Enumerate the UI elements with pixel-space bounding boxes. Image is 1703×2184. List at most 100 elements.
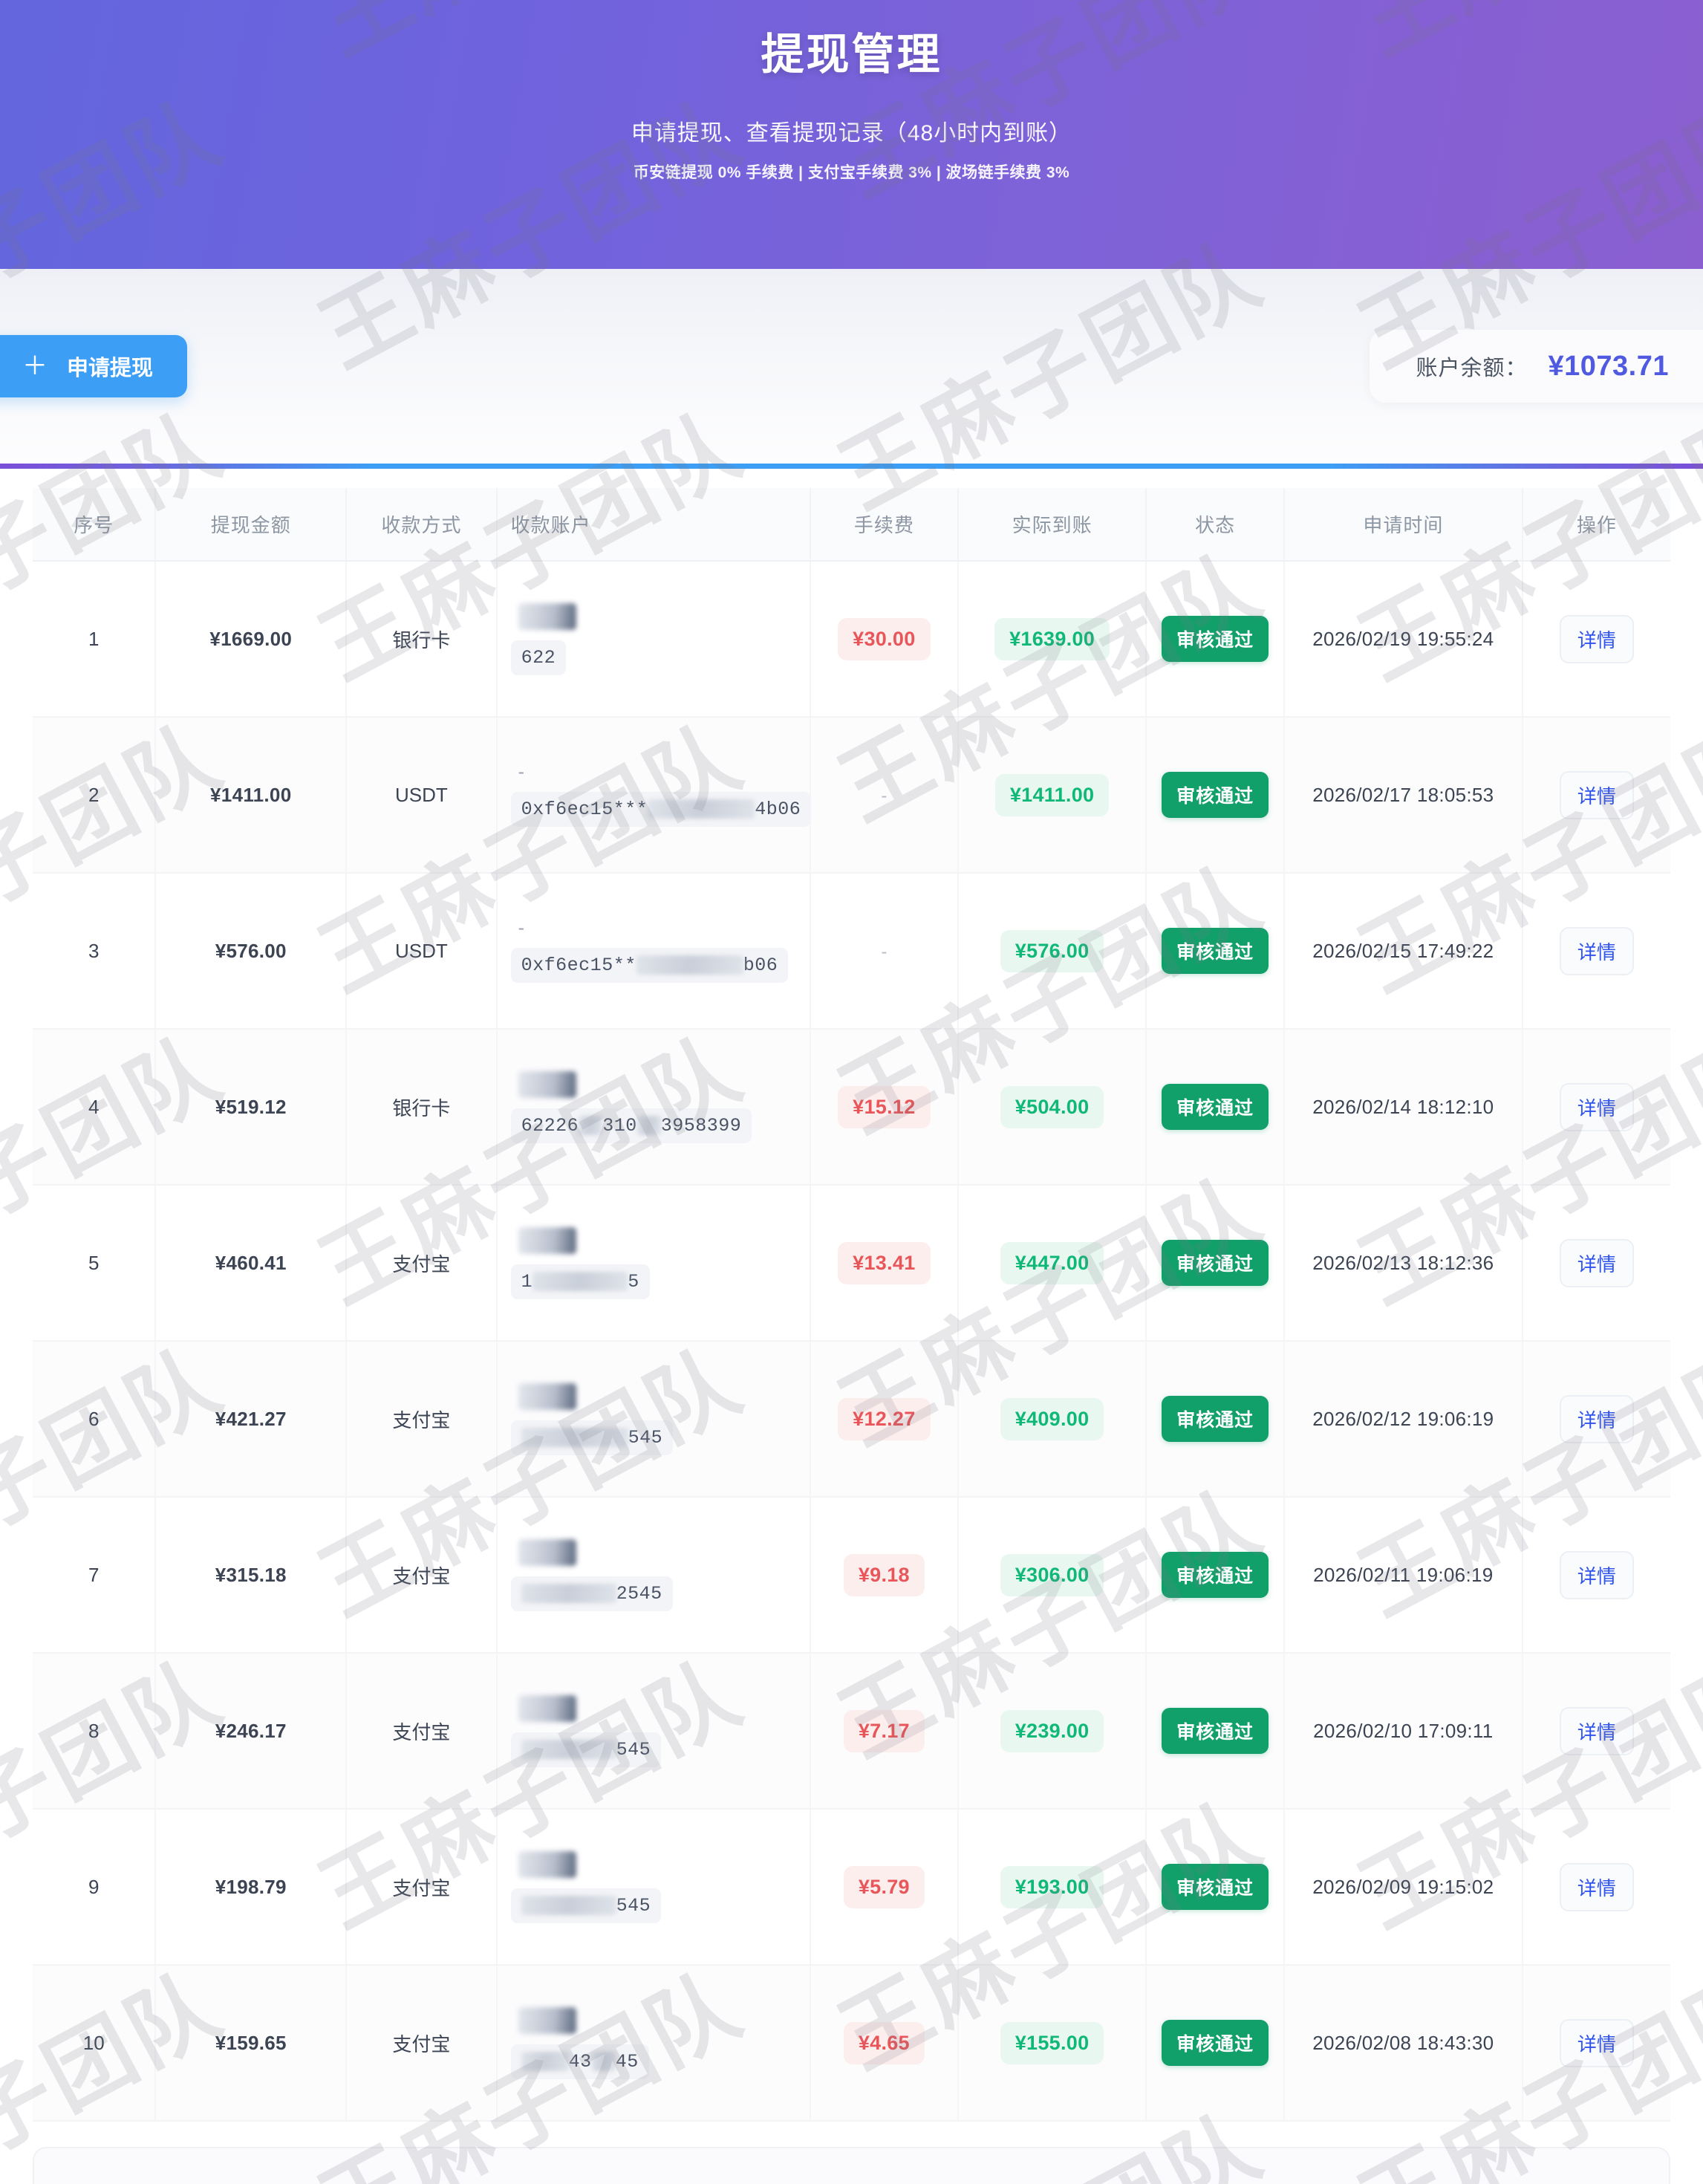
actual-amount-chip: ¥1411.00 bbox=[994, 773, 1110, 816]
cell-amount: ¥246.17 bbox=[155, 1653, 348, 1810]
apply-withdrawal-label: 申请提现 bbox=[67, 357, 154, 380]
detail-button[interactable]: 详情 bbox=[1559, 926, 1634, 975]
detail-button[interactable]: 详情 bbox=[1559, 1550, 1634, 1599]
cell-actual: ¥1411.00 bbox=[957, 717, 1147, 874]
cell-status: 审核通过 bbox=[1146, 717, 1285, 874]
status-badge: 审核通过 bbox=[1162, 928, 1269, 974]
cell-amount: ¥421.27 bbox=[155, 1341, 348, 1498]
apply-withdrawal-button[interactable]: ＋ 申请提现 bbox=[0, 335, 188, 397]
detail-button[interactable]: 详情 bbox=[1559, 614, 1634, 663]
cell-method: 支付宝 bbox=[346, 1809, 498, 1966]
actual-amount-chip: ¥1639.00 bbox=[994, 617, 1110, 660]
cell-account: - 0xf6ec15*** 4b06 bbox=[496, 717, 812, 874]
table-body: 1 ¥1669.00 银行卡 622 ¥30.00 ¥1639.00 审核通过 2026/02… bbox=[33, 561, 1670, 2122]
cell-time: 2026/02/11 19:06:19 bbox=[1283, 1497, 1523, 1654]
cell-method: 支付宝 bbox=[346, 1497, 498, 1654]
cell-action: 详情 bbox=[1522, 1809, 1670, 1966]
cell-method: 支付宝 bbox=[346, 1653, 498, 1810]
fee-chip: ¥5.79 bbox=[843, 1865, 925, 1908]
account-number: 545 bbox=[510, 1732, 662, 1767]
cell-method: 支付宝 bbox=[346, 1185, 498, 1342]
fee-chip: ¥30.00 bbox=[838, 617, 931, 660]
cell-amount: ¥460.41 bbox=[155, 1185, 348, 1342]
detail-button[interactable]: 详情 bbox=[1559, 1394, 1634, 1443]
withdrawal-records-table: 序号 提现金额 收款方式 收款账户 手续费 实际到账 状态 申请时间 操作 1 ¥… bbox=[33, 488, 1670, 2122]
column-header-amount: 提现金额 bbox=[155, 488, 348, 562]
status-badge: 审核通过 bbox=[1162, 2020, 1269, 2066]
cell-account: 545 bbox=[496, 1341, 811, 1498]
account-number: 43 45 bbox=[510, 2044, 649, 2079]
cell-index: 3 bbox=[33, 873, 157, 1030]
detail-button[interactable]: 详情 bbox=[1559, 1238, 1634, 1287]
cell-fee: ¥15.12 bbox=[810, 1029, 959, 1186]
cell-actual: ¥409.00 bbox=[957, 1341, 1147, 1498]
cell-status: 审核通过 bbox=[1146, 1029, 1285, 1186]
status-badge: 审核通过 bbox=[1162, 1708, 1269, 1754]
cell-account: 545 bbox=[496, 1809, 811, 1966]
cell-action: 详情 bbox=[1522, 1029, 1670, 1186]
cell-account: 545 bbox=[496, 1653, 811, 1810]
table-row: 8 ¥246.17 支付宝 545 ¥7.17 ¥239.00 审核通过 2026/02/10… bbox=[33, 1653, 1670, 1810]
account-name: - bbox=[518, 917, 524, 938]
cell-action: 详情 bbox=[1522, 717, 1670, 874]
status-badge: 审核通过 bbox=[1162, 1240, 1269, 1286]
fee-chip: ¥9.18 bbox=[843, 1553, 925, 1596]
account-name-masked bbox=[518, 2006, 576, 2034]
cell-time: 2026/02/10 17:09:11 bbox=[1283, 1653, 1523, 1810]
column-header-time: 申请时间 bbox=[1283, 488, 1523, 562]
cell-status: 审核通过 bbox=[1146, 1653, 1285, 1810]
account-balance-label: 账户余额： bbox=[1416, 357, 1528, 380]
cell-index: 7 bbox=[33, 1497, 157, 1654]
actual-amount-chip: ¥193.00 bbox=[1000, 1865, 1104, 1908]
records-table-container: 序号 提现金额 收款方式 收款账户 手续费 实际到账 状态 申请时间 操作 1 ¥… bbox=[0, 469, 1703, 2122]
cell-actual: ¥155.00 bbox=[957, 1965, 1147, 2122]
cell-method: USDT bbox=[346, 873, 498, 1030]
cell-status: 审核通过 bbox=[1146, 1185, 1285, 1342]
column-header-action: 操作 bbox=[1522, 488, 1670, 562]
detail-button[interactable]: 详情 bbox=[1559, 1082, 1634, 1131]
cell-fee: - bbox=[810, 873, 959, 1030]
cell-time: 2026/02/09 19:15:02 bbox=[1283, 1809, 1523, 1966]
plus-icon: ＋ bbox=[22, 352, 48, 380]
status-badge: 审核通过 bbox=[1162, 1084, 1269, 1130]
account-number: 545 bbox=[510, 1888, 662, 1923]
cell-account: 2545 bbox=[496, 1497, 811, 1654]
fee-chip: ¥4.65 bbox=[843, 2021, 925, 2064]
account-name-masked bbox=[518, 602, 576, 630]
status-badge: 审核通过 bbox=[1162, 1552, 1269, 1598]
status-badge: 审核通过 bbox=[1162, 1864, 1269, 1910]
cell-action: 详情 bbox=[1522, 1497, 1670, 1654]
actual-amount-chip: ¥447.00 bbox=[1000, 1241, 1104, 1284]
account-name-masked bbox=[518, 1694, 576, 1722]
cell-time: 2026/02/17 18:05:53 bbox=[1283, 717, 1523, 874]
fee-chip: ¥13.41 bbox=[838, 1241, 931, 1284]
cell-amount: ¥576.00 bbox=[155, 873, 348, 1030]
detail-button[interactable]: 详情 bbox=[1559, 1706, 1634, 1755]
cell-account: 622 bbox=[496, 561, 811, 718]
cell-index: 10 bbox=[33, 1965, 157, 2122]
fee-chip: ¥15.12 bbox=[838, 1085, 931, 1128]
detail-button[interactable]: 详情 bbox=[1559, 770, 1634, 819]
cell-actual: ¥576.00 bbox=[957, 873, 1147, 1030]
table-row: 2 ¥1411.00 USDT -0xf6ec15*** 4b06- ¥1411.00 审核… bbox=[33, 717, 1670, 874]
table-row: 1 ¥1669.00 银行卡 622 ¥30.00 ¥1639.00 审核通过 2026/02… bbox=[33, 561, 1670, 718]
column-header-actual: 实际到账 bbox=[957, 488, 1147, 562]
cell-index: 1 bbox=[33, 561, 157, 718]
cell-status: 审核通过 bbox=[1146, 1341, 1285, 1498]
cell-index: 2 bbox=[33, 717, 157, 874]
account-balance-value: ¥1073.71 bbox=[1548, 350, 1669, 382]
detail-button[interactable]: 详情 bbox=[1559, 2018, 1634, 2067]
cell-action: 详情 bbox=[1522, 873, 1670, 1030]
fee-note: 币安链提现 0% 手续费 | 支付宝手续费 3% | 波场链手续费 3% bbox=[633, 164, 1070, 181]
account-number: 622 bbox=[510, 640, 567, 675]
cell-action: 详情 bbox=[1522, 1185, 1670, 1342]
cell-time: 2026/02/15 17:49:22 bbox=[1283, 873, 1523, 1030]
cell-index: 5 bbox=[33, 1185, 157, 1342]
cell-fee: ¥9.18 bbox=[810, 1497, 959, 1654]
detail-button[interactable]: 详情 bbox=[1559, 1862, 1634, 1911]
cell-index: 6 bbox=[33, 1341, 157, 1498]
table-row: 7 ¥315.18 支付宝 2545 ¥9.18 ¥306.00 审核通过 2026/02/1… bbox=[33, 1497, 1670, 1654]
account-balance-card: 账户余额： ¥1073.71 bbox=[1370, 330, 1703, 403]
